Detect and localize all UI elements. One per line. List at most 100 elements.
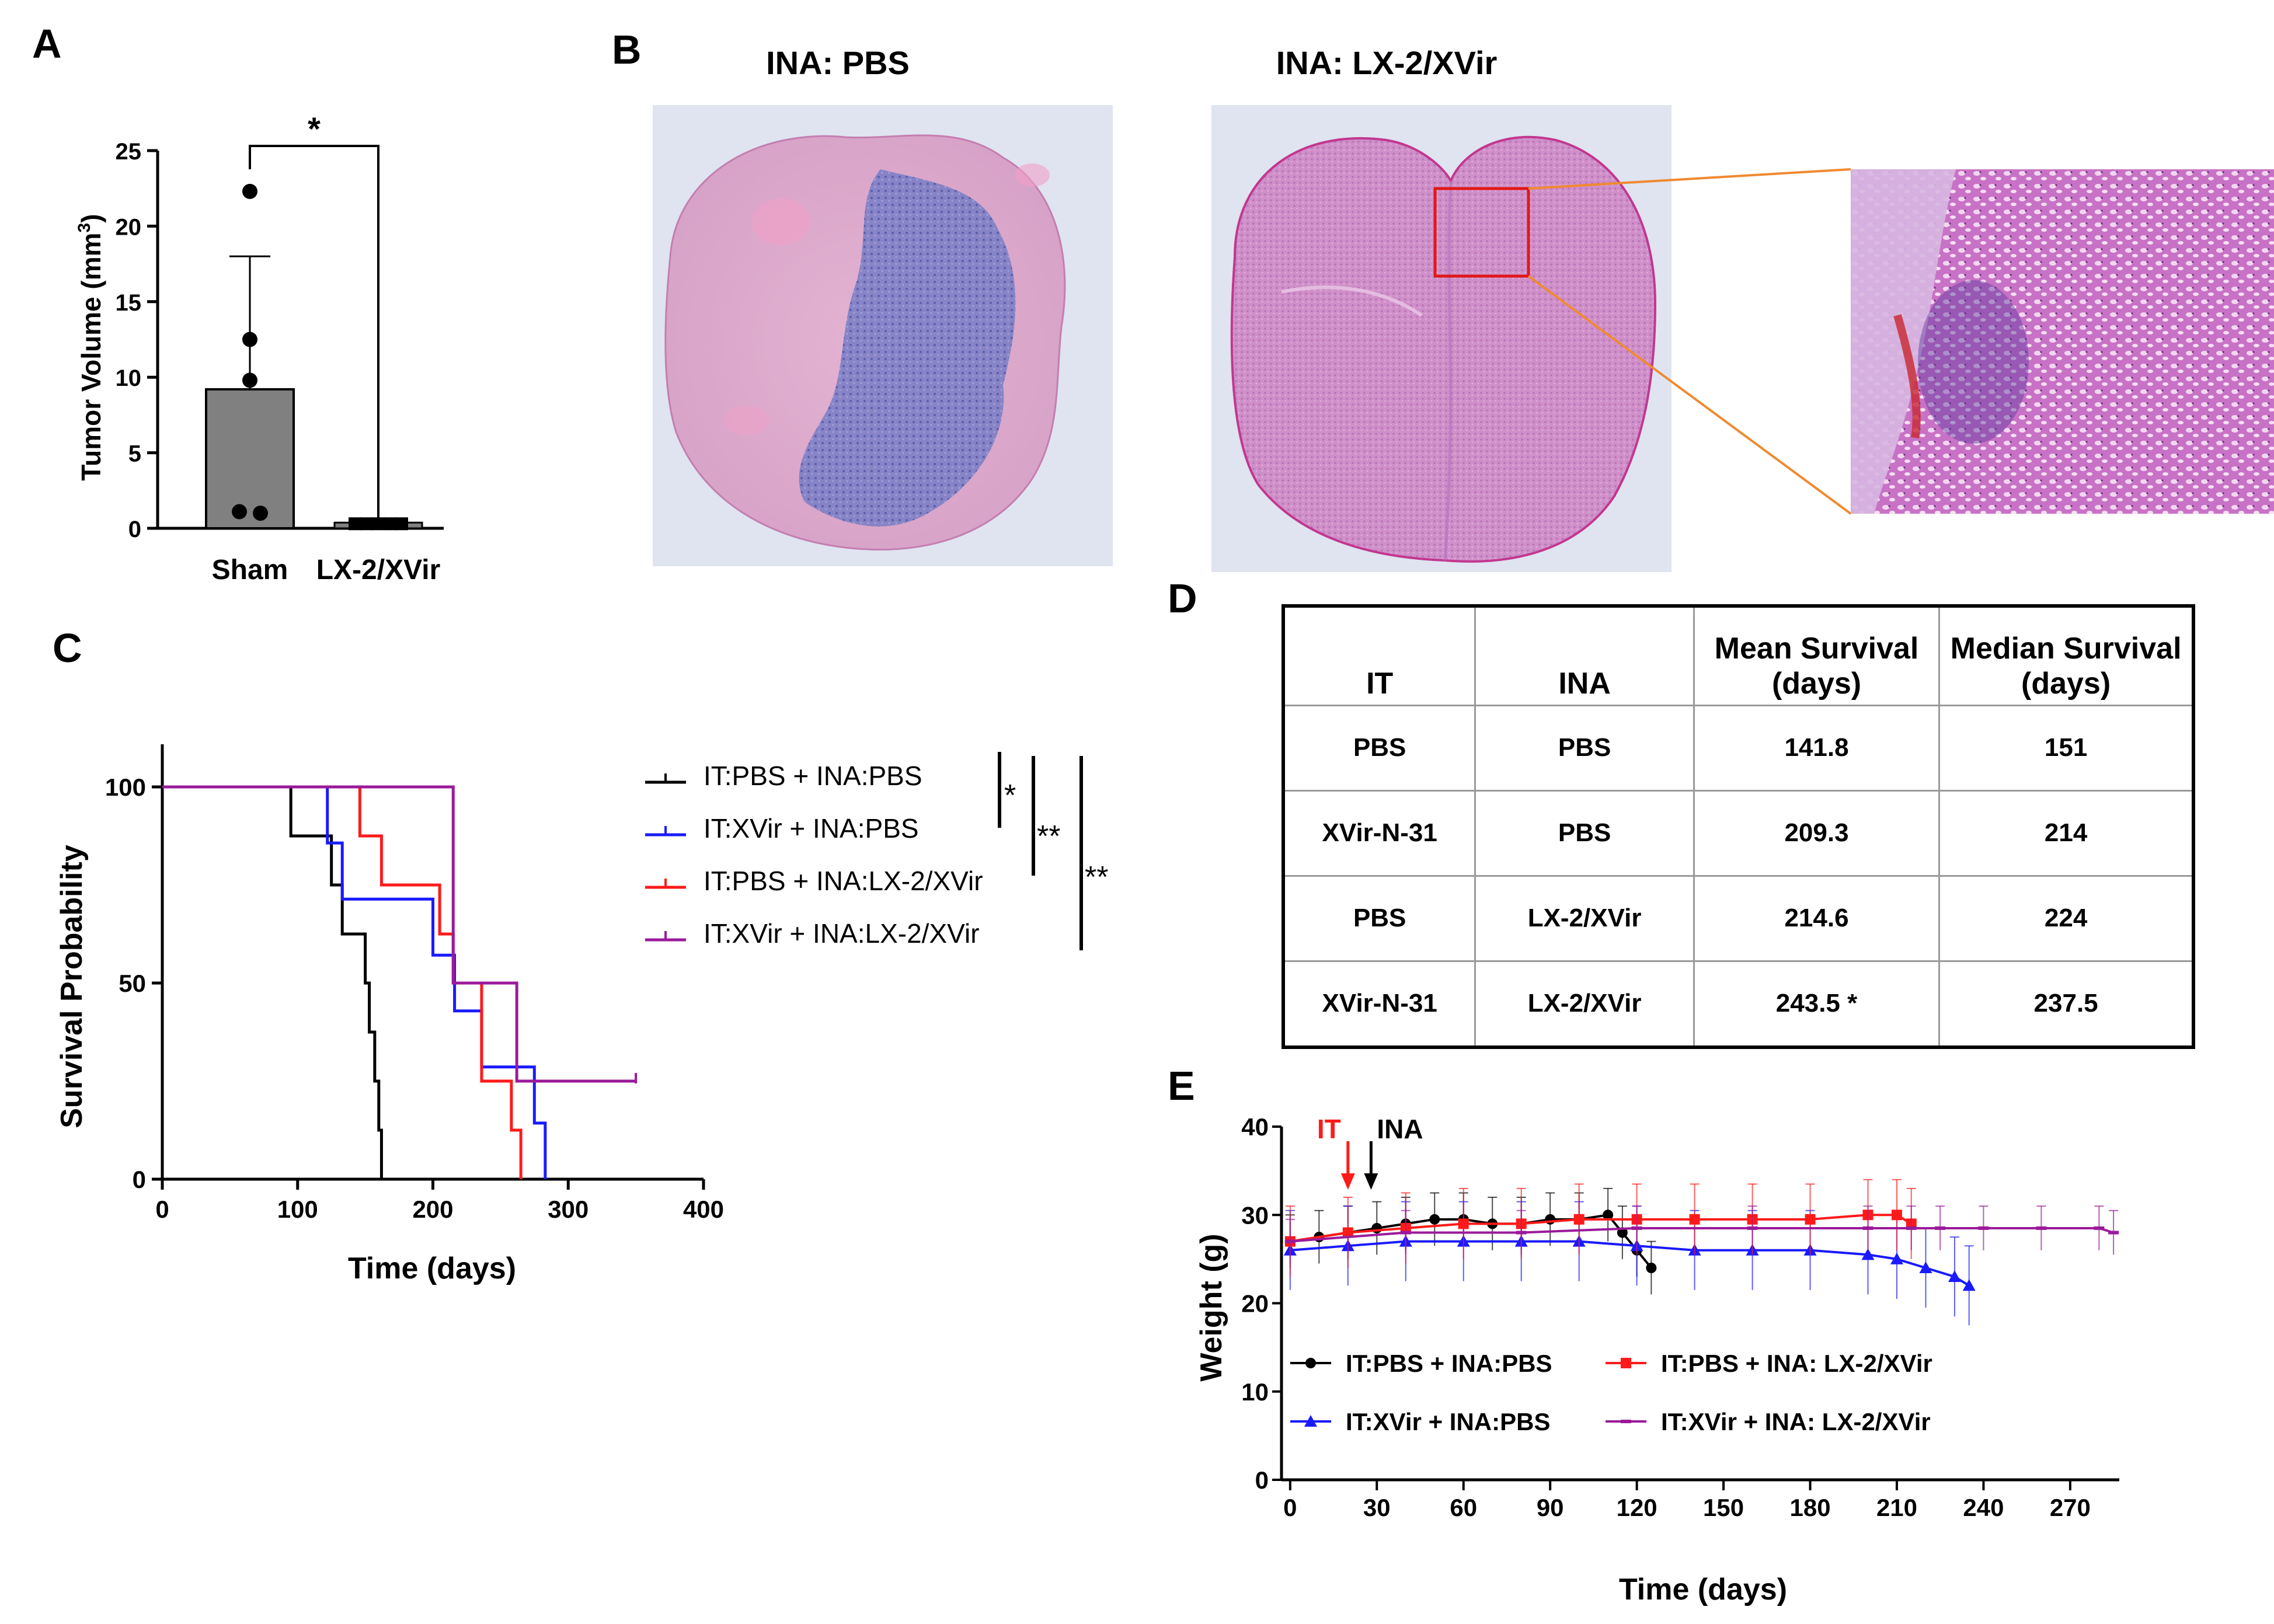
x-tick-label: 300 — [548, 1196, 588, 1223]
legend-label: IT:PBS + INA:PBS — [1346, 1350, 1552, 1377]
x-tick-label: 240 — [1963, 1494, 2004, 1521]
y-axis-title: Survival Probability — [55, 845, 89, 1128]
legend-label: IT:PBS + INA:PBS — [704, 761, 922, 791]
data-point — [1621, 1420, 1631, 1423]
table-cell: 243.5 * — [1693, 960, 1941, 1048]
x-tick-label: 120 — [1617, 1494, 1657, 1521]
data-point — [2036, 1226, 2047, 1230]
table-cell: 237.5 — [1938, 960, 2195, 1048]
table-header-median-survival: Median Survival (days) — [1938, 605, 2195, 706]
x-category-label: LX-2/XVir — [316, 555, 441, 586]
y-tick-label: 40 — [1241, 1113, 1269, 1141]
histology-image-pbs — [653, 105, 1113, 566]
y-tick-label: 100 — [105, 773, 146, 801]
legend-label: IT:XVir + INA:PBS — [1346, 1408, 1550, 1435]
data-point — [1861, 1248, 1875, 1260]
table-row: PBS PBS 141.8 151 — [1282, 704, 2195, 792]
x-tick-label: 60 — [1450, 1494, 1477, 1521]
data-point — [1890, 1252, 1903, 1264]
panel-label-a: A — [32, 21, 62, 67]
data-point — [242, 332, 257, 347]
histology-image-lx2-xvir — [1211, 105, 1671, 572]
data-point — [242, 183, 257, 199]
data-point — [1342, 1227, 1353, 1238]
treatment-arrow-head — [1364, 1173, 1378, 1190]
data-point — [1919, 1261, 1932, 1273]
data-point — [1646, 1263, 1657, 1273]
x-tick-label: 0 — [155, 1196, 169, 1223]
table-cell: LX-2/XVir — [1474, 960, 1695, 1048]
x-tick-label: 150 — [1703, 1494, 1744, 1521]
x-axis-title: Time (days) — [348, 1252, 516, 1285]
bar-sham — [205, 388, 295, 529]
data-point — [1935, 1226, 1946, 1230]
table-cell: 214 — [1938, 789, 2195, 877]
data-point — [1603, 1210, 1614, 1221]
data-point — [1978, 1226, 1989, 1230]
data-point — [1371, 1222, 1382, 1233]
table-cell: PBS — [1282, 874, 1476, 962]
y-tick-label: 20 — [116, 214, 142, 240]
data-point — [349, 517, 361, 531]
table-row: PBS LX-2/XVir 214.6 224 — [1282, 874, 2195, 962]
weight-line-chart: 0 10 20 30 40 0 30 60 90 120 150 180 210 240 270 Time (… — [1195, 1113, 2119, 1606]
table-row: XVir-N-31 LX-2/XVir 243.5 * 237.5 — [1282, 960, 2195, 1048]
y-tick-label: 10 — [1241, 1378, 1269, 1406]
weight-line-2 — [1290, 1240, 1970, 1287]
data-point — [1948, 1270, 1961, 1283]
table-row: XVir-N-31 PBS 209.3 214 — [1282, 789, 2195, 877]
y-tick-label: 30 — [1241, 1201, 1269, 1229]
data-point — [232, 504, 247, 520]
table-header-mean-survival: Mean Survival (days) — [1693, 605, 1941, 706]
x-tick-label: 100 — [277, 1196, 318, 1223]
data-point — [1304, 1415, 1317, 1427]
table-cell: PBS — [1282, 704, 1476, 792]
data-point — [395, 517, 408, 531]
x-tick-label: 90 — [1537, 1494, 1564, 1521]
data-point — [1573, 1214, 1585, 1225]
x-tick-label: 0 — [1283, 1494, 1297, 1521]
table-cell: XVir-N-31 — [1282, 960, 1476, 1048]
table-cell: LX-2/XVir — [1474, 874, 1695, 962]
histology-zoom-inset — [1851, 169, 2274, 514]
y-tick-label: 15 — [116, 290, 142, 316]
significance-label: * — [1004, 779, 1016, 813]
data-point — [1458, 1218, 1469, 1229]
survival-line-4 — [162, 785, 636, 1083]
data-point — [1805, 1214, 1816, 1225]
data-point — [1400, 1231, 1411, 1235]
panel-label-c: C — [53, 625, 82, 671]
legend-label: IT:XVir + INA:LX-2/XVir — [704, 918, 980, 949]
x-tick-label: 30 — [1363, 1494, 1391, 1521]
x-tick-label: 270 — [2050, 1494, 2091, 1521]
survival-summary-table: IT INA Mean Survival (days) Median Surviv… — [1281, 604, 2195, 1049]
data-point — [1516, 1231, 1527, 1235]
y-tick-label: 0 — [133, 1166, 146, 1193]
table-cell: 224 — [1938, 874, 2195, 962]
data-point — [2094, 1226, 2105, 1230]
table-cell: PBS — [1474, 789, 1695, 877]
panel-label-e: E — [1168, 1063, 1195, 1109]
table-cell: 209.3 — [1693, 789, 1941, 877]
tumor-volume-bar-chart: 0 5 10 15 20 25 Sham LX-2/XVir * Tumor Volume (mm… — [75, 110, 444, 586]
table-cell: PBS — [1474, 704, 1695, 792]
data-point — [253, 506, 268, 521]
data-point — [1962, 1279, 1976, 1291]
survival-line-3 — [162, 785, 523, 1179]
y-tick-label: 0 — [1255, 1466, 1269, 1494]
treatment-label: IT — [1317, 1114, 1341, 1144]
data-point — [1862, 1226, 1873, 1230]
table-cell: 151 — [1938, 704, 2195, 792]
legend-label: IT:PBS + INA:LX-2/XVir — [704, 866, 983, 896]
x-tick-label: 180 — [1789, 1494, 1830, 1521]
x-axis-title: Time (days) — [1619, 1573, 1787, 1606]
table-cell: 141.8 — [1693, 704, 1941, 792]
histology-title-lx2-xvir: INA: LX-2/XVir — [1276, 44, 1498, 81]
table-cell: 214.6 — [1693, 874, 1941, 962]
data-point — [1747, 1226, 1758, 1230]
data-point — [2108, 1231, 2119, 1235]
y-tick-label: 20 — [1241, 1290, 1269, 1318]
y-tick-label: 5 — [128, 441, 141, 467]
data-point — [384, 517, 396, 531]
data-point — [360, 517, 373, 531]
